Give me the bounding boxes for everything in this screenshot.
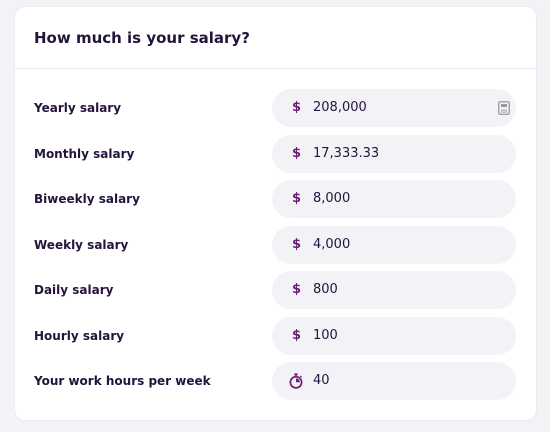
yearly-salary-input[interactable]: $ 208,000 <box>272 89 516 127</box>
daily-salary-value: 800 <box>313 282 338 297</box>
daily-salary-label: Daily salary <box>34 283 114 297</box>
dollar-prefix: $ <box>292 328 302 343</box>
dollar-prefix: $ <box>292 191 302 206</box>
weekly-salary-input[interactable]: $ 4,000 <box>272 226 516 264</box>
card-header: How much is your salary? <box>15 7 536 69</box>
row-yearly-salary: Yearly salary $ 208,000 <box>15 89 536 127</box>
row-daily-salary: Daily salary $ 800 <box>15 271 536 309</box>
row-monthly-salary: Monthly salary $ 17,333.33 <box>15 135 536 173</box>
work-hours-label: Your work hours per week <box>34 374 211 388</box>
row-weekly-salary: Weekly salary $ 4,000 <box>15 226 536 264</box>
yearly-salary-label: Yearly salary <box>34 101 122 115</box>
calculator-icon[interactable] <box>498 101 510 115</box>
dollar-prefix: $ <box>292 146 302 161</box>
hourly-salary-input[interactable]: $ 100 <box>272 317 516 355</box>
biweekly-salary-label: Biweekly salary <box>34 192 140 206</box>
row-work-hours: Your work hours per week 40 <box>15 362 536 400</box>
dollar-prefix: $ <box>292 282 302 297</box>
hourly-salary-value: 100 <box>313 328 338 343</box>
work-hours-value: 40 <box>313 373 330 388</box>
weekly-salary-label: Weekly salary <box>34 238 129 252</box>
yearly-salary-value: 208,000 <box>313 100 367 115</box>
biweekly-salary-input[interactable]: $ 8,000 <box>272 180 516 218</box>
row-biweekly-salary: Biweekly salary $ 8,000 <box>15 180 536 218</box>
row-hourly-salary: Hourly salary $ 100 <box>15 317 536 355</box>
biweekly-salary-value: 8,000 <box>313 191 351 206</box>
dollar-prefix: $ <box>292 100 302 115</box>
card-title: How much is your salary? <box>34 28 250 47</box>
monthly-salary-label: Monthly salary <box>34 147 135 161</box>
weekly-salary-value: 4,000 <box>313 237 351 252</box>
work-hours-input[interactable]: 40 <box>272 362 516 400</box>
dollar-prefix: $ <box>292 237 302 252</box>
monthly-salary-input[interactable]: $ 17,333.33 <box>272 135 516 173</box>
daily-salary-input[interactable]: $ 800 <box>272 271 516 309</box>
hourly-salary-label: Hourly salary <box>34 329 125 343</box>
salary-card: How much is your salary? Yearly salary $… <box>15 7 536 420</box>
monthly-salary-value: 17,333.33 <box>313 146 380 161</box>
stopwatch-icon <box>289 373 303 389</box>
